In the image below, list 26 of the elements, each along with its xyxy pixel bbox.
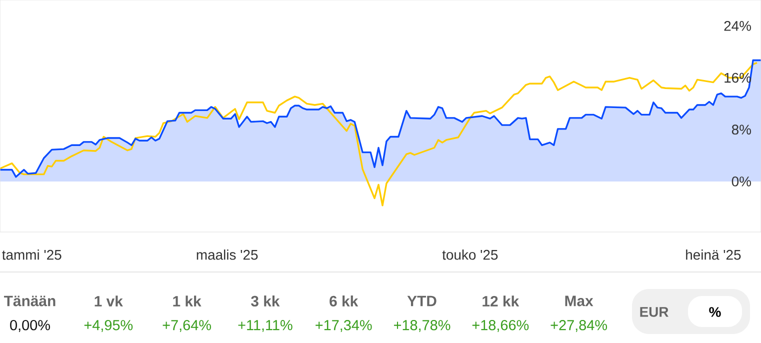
y-tick-label: 24% (724, 21, 751, 31)
y-tick-label: 8% (732, 124, 751, 135)
category-label: Tänään (4, 296, 56, 306)
category-label: Max (565, 296, 594, 306)
x-tick-label: maalis '25 (196, 250, 258, 260)
text: % (709, 307, 721, 317)
category-label: YTD (407, 296, 436, 306)
text: 0,00% (10, 320, 50, 332)
text: +27,84% (550, 320, 608, 332)
text: +18,66% (472, 320, 529, 332)
text: +11,11% (238, 320, 292, 332)
category-label: 1 vk (94, 296, 123, 306)
x-tick-label: heinä '25 (686, 250, 741, 260)
text: +17,34% (316, 320, 372, 332)
text: EUR (640, 307, 668, 317)
category-label: 6 kk (330, 296, 358, 306)
x-tick-label: tammi '25 (2, 250, 62, 260)
text: +18,78% (394, 320, 450, 332)
text: +4,95% (84, 320, 133, 332)
category-label: 1 kk (173, 296, 202, 306)
line-series (0, 62, 758, 206)
category-label: 12 kk (482, 296, 520, 306)
y-tick-label: 0% (732, 176, 751, 186)
x-tick-label: touko '25 (442, 250, 498, 260)
category-label: 3 kk (251, 296, 280, 306)
text: +7,64% (162, 320, 211, 332)
